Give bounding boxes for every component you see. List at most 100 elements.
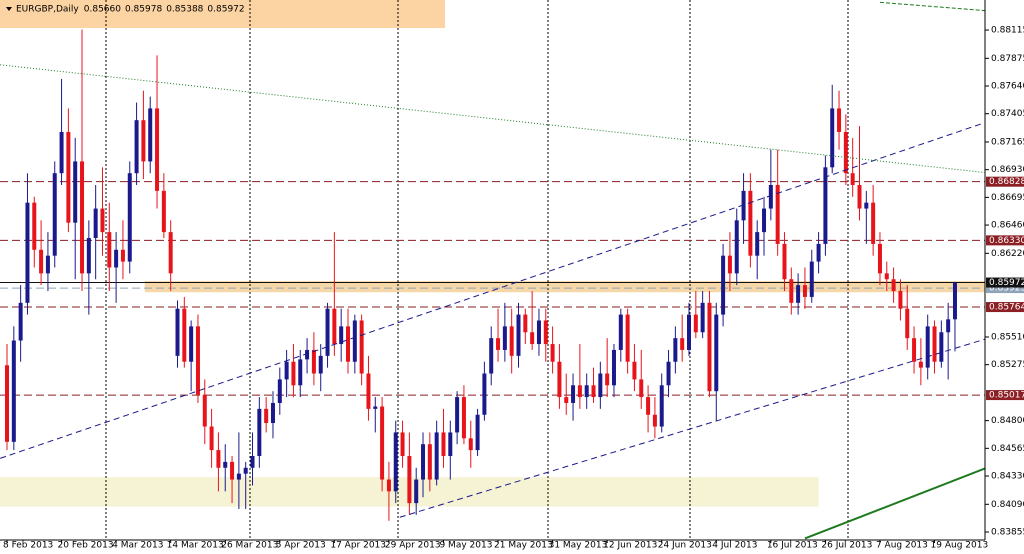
candle-body <box>891 279 896 292</box>
candle-body <box>898 291 903 309</box>
level-label-box <box>986 283 1024 294</box>
candle-body <box>707 302 712 392</box>
candle-body <box>120 249 125 262</box>
symbol: EURGBP,Daily <box>16 5 79 15</box>
candle-body <box>748 190 753 256</box>
candle-body <box>468 438 473 451</box>
level-label-box <box>986 235 1024 246</box>
candle-body <box>421 444 426 480</box>
candle-body <box>523 314 528 333</box>
candle-body <box>195 326 200 395</box>
level-label: 0.85017 <box>989 391 1024 401</box>
candle-body <box>823 167 828 244</box>
candle-body <box>93 208 98 239</box>
levels <box>0 181 985 396</box>
candle-body <box>577 385 582 398</box>
x-tick-label: 20 Feb 2013 <box>58 541 114 551</box>
candle-body <box>605 373 610 386</box>
candle-body <box>366 373 371 409</box>
candle-body <box>332 308 337 345</box>
candle-body <box>809 261 814 297</box>
candle-body <box>502 326 507 350</box>
x-tick-label: 26 Mar 2013 <box>221 541 278 551</box>
candle-body <box>202 394 207 427</box>
candle-body <box>516 314 521 356</box>
candle-body <box>830 108 835 168</box>
candle-body <box>721 255 726 315</box>
candle-body <box>673 338 678 362</box>
candle-body <box>168 232 173 274</box>
candle-body <box>155 108 160 191</box>
candle-body <box>11 340 16 442</box>
y-tick-label: 0.85275 <box>991 360 1024 370</box>
candle-body <box>475 414 480 451</box>
level-label: 0.85764 <box>989 303 1024 313</box>
candle-body <box>939 332 944 362</box>
candle-body <box>264 408 269 423</box>
header-value: 0.85660 <box>84 5 121 15</box>
candle-body <box>359 320 364 374</box>
candle-body <box>652 414 657 427</box>
x-tick-label: 9 May 2013 <box>439 541 492 551</box>
candle-body <box>441 432 446 456</box>
candle-body <box>134 120 139 174</box>
header-value: 0.85388 <box>166 5 203 15</box>
level-label-box <box>986 277 1024 288</box>
candle-body <box>114 249 119 268</box>
candle-body <box>877 243 882 274</box>
candle-body <box>318 355 323 374</box>
candle-body <box>18 302 23 341</box>
candle-body <box>611 349 616 386</box>
trendline <box>804 467 985 540</box>
candle-body <box>884 273 889 280</box>
candle-body <box>148 108 153 162</box>
candle-body <box>141 120 146 162</box>
x-tick-label: 21 May 2013 <box>494 541 553 551</box>
x-tick-label: 26 Jul 2013 <box>821 541 872 551</box>
y-tick-label: 0.88115 <box>991 26 1024 36</box>
candle-body <box>584 385 589 398</box>
candle-body <box>393 432 398 492</box>
candle-body <box>543 320 548 345</box>
candle-body <box>816 243 821 262</box>
candle-body <box>659 385 664 427</box>
candle-body <box>257 408 262 456</box>
x-tick-label: 31 May 2013 <box>549 541 608 551</box>
y-tick-label: 0.87165 <box>991 137 1024 147</box>
candle-body <box>925 326 930 368</box>
y-tick-label: 0.87875 <box>991 54 1024 64</box>
candle-body <box>352 320 357 362</box>
candle-body <box>496 338 501 350</box>
candle-body <box>557 361 562 398</box>
candle-body <box>305 349 310 360</box>
level-label: 0.86330 <box>989 236 1024 246</box>
x-tick-label: 14 Mar 2013 <box>167 541 224 551</box>
x-tick-label: 8 Feb 2013 <box>3 541 53 551</box>
candle-body <box>127 173 132 262</box>
candle-body <box>734 220 739 274</box>
candle-body <box>482 373 487 415</box>
candle-body <box>291 361 296 386</box>
candle-body <box>32 202 37 250</box>
candle-body <box>277 379 282 403</box>
candle-body <box>741 190 746 221</box>
candle-body <box>509 326 514 356</box>
candle-body <box>946 319 951 333</box>
candle-body <box>25 202 30 303</box>
candle-body <box>905 308 910 339</box>
trendlines <box>0 1 985 540</box>
candle-body <box>598 373 603 398</box>
candle-body <box>700 302 705 333</box>
candle-body <box>73 161 78 223</box>
level-label: 0.85925 <box>989 284 1024 294</box>
level-label: 0.85972 <box>989 278 1024 288</box>
candle-body <box>618 314 623 350</box>
x-tick-label: 7 Aug 2013 <box>876 541 928 551</box>
